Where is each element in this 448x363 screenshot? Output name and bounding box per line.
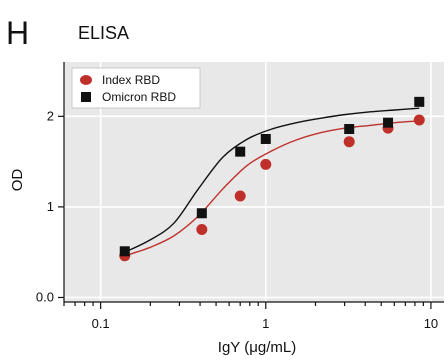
x-tick-label: 0.1 xyxy=(92,316,110,331)
legend-label-index-rbd: Index RBD xyxy=(102,73,160,87)
y-tick-label: 2 xyxy=(47,108,54,123)
index-rbd-point xyxy=(234,190,246,202)
index-rbd-point xyxy=(196,224,208,236)
omicron-rbd-point xyxy=(414,96,425,107)
x-axis-label: IgY (μg/mL) xyxy=(218,339,296,356)
y-tick-label: 1 xyxy=(47,199,54,214)
y-tick-label: 0.0 xyxy=(36,289,54,304)
index-rbd-point xyxy=(413,114,425,126)
omicron-rbd-point xyxy=(196,208,207,219)
index-rbd-point xyxy=(343,136,355,148)
omicron-rbd-point xyxy=(119,246,130,257)
index-rbd-fit-curve xyxy=(124,120,420,257)
panel-letter: H xyxy=(6,15,29,51)
chart-title: ELISA xyxy=(78,23,129,43)
x-tick-label: 10 xyxy=(424,316,438,331)
omicron-rbd-point xyxy=(260,133,271,144)
plot-area: 0.0 1 2 0.1 1 10 Index RBD Omicron RBD xyxy=(36,62,444,331)
index-rbd-point xyxy=(260,158,272,170)
legend-marker-omicron-rbd xyxy=(81,92,91,102)
omicron-rbd-point xyxy=(235,146,246,157)
omicron-rbd-point xyxy=(344,124,355,135)
legend-marker-index-rbd xyxy=(80,75,92,85)
legend-label-omicron-rbd: Omicron RBD xyxy=(102,90,176,104)
x-tick-label: 1 xyxy=(262,316,269,331)
legend-box xyxy=(71,67,201,109)
omicron-rbd-fit-curve xyxy=(124,107,420,253)
y-axis-label: OD xyxy=(9,169,26,192)
omicron-rbd-point xyxy=(383,117,394,128)
